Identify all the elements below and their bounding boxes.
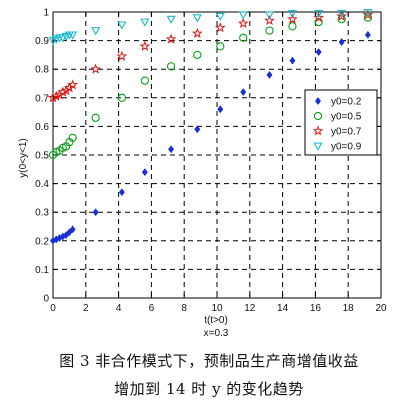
- legend-marker: [312, 125, 324, 136]
- data-point: [57, 86, 69, 97]
- data-point: [289, 56, 296, 65]
- data-point: [237, 17, 249, 28]
- data-point: [139, 40, 151, 51]
- x-tick-label: 20: [375, 303, 387, 314]
- data-point: [165, 33, 177, 44]
- data-point: [363, 13, 373, 22]
- legend-items: y0=0.2 y0=0.5 y0=0.7 y0=0.9: [312, 96, 362, 153]
- y-tick-label: 0.5: [35, 151, 49, 162]
- data-point: [288, 22, 297, 31]
- y-axis-label: y(0<y<1): [18, 138, 29, 177]
- data-point: [337, 14, 346, 24]
- data-point: [116, 50, 128, 61]
- y-tick-label: 0.7: [35, 93, 49, 104]
- series-y0-0-2: [49, 30, 371, 245]
- figure-caption-line-2: 增加到 14 时 y 的变化趋势: [114, 380, 304, 398]
- data-point: [215, 12, 225, 22]
- data-point: [140, 18, 150, 27]
- x-tick-label: 0: [50, 303, 56, 314]
- data-point: [337, 10, 347, 19]
- data-point: [166, 15, 176, 24]
- data-point: [363, 9, 373, 18]
- legend-label: y0=0.5: [331, 112, 362, 123]
- legend-label: y0=0.2: [331, 97, 362, 108]
- axes: [52, 11, 382, 299]
- legend-marker: [313, 142, 323, 151]
- y-tick-label: 0.1: [35, 265, 49, 276]
- data-point: [287, 10, 297, 19]
- legend-label: y0=0.7: [331, 127, 362, 138]
- data-point: [264, 14, 275, 26]
- data-point: [214, 22, 226, 33]
- x-tick-label: 18: [343, 303, 355, 314]
- x-tick-label: 8: [181, 303, 187, 314]
- data-point: [140, 76, 149, 85]
- data-point: [194, 125, 201, 134]
- data-point: [238, 11, 248, 20]
- data-point: [193, 50, 202, 60]
- data-point: [166, 62, 176, 71]
- data-point: [287, 13, 298, 24]
- figure-caption-line-1: 图 3 非合作模式下，预制品生产商增值收益: [59, 352, 359, 370]
- data-point: [313, 12, 325, 23]
- data-point: [117, 21, 127, 30]
- data-point: [338, 38, 345, 47]
- data-point: [90, 63, 101, 74]
- y-tick-label: 0.3: [35, 208, 49, 219]
- y-tick-label: 0.4: [35, 179, 49, 190]
- series-y0-0-9: [48, 9, 373, 46]
- data-point: [217, 105, 224, 114]
- data-point: [364, 30, 371, 39]
- data-point: [91, 113, 100, 122]
- data-points: [47, 9, 374, 245]
- x-axis-label: t(t>0): [204, 315, 228, 326]
- data-point: [240, 88, 247, 97]
- data-point: [117, 93, 127, 102]
- y-tick-label: 0: [43, 294, 49, 305]
- series-y0-0-5: [48, 13, 373, 160]
- x-tick-label: 4: [116, 303, 122, 314]
- data-point: [168, 145, 175, 154]
- series-y0-0-7: [47, 9, 374, 103]
- data-point: [264, 11, 275, 20]
- x-tick-label: 6: [149, 303, 155, 314]
- legend-marker: [313, 111, 323, 121]
- data-point: [191, 27, 203, 39]
- data-point: [69, 225, 76, 234]
- x-tick-label: 12: [244, 303, 256, 314]
- y-tick-label: 0.6: [35, 122, 49, 133]
- data-point: [239, 33, 248, 42]
- data-point: [315, 48, 322, 57]
- data-point: [141, 168, 148, 177]
- legend-label: y0=0.9: [331, 142, 362, 153]
- data-point: [91, 27, 101, 36]
- x-tick-label: 10: [211, 303, 223, 314]
- data-point: [92, 208, 99, 217]
- data-point: [216, 42, 225, 51]
- data-point: [67, 79, 79, 90]
- data-point: [68, 133, 77, 142]
- data-point: [68, 31, 78, 40]
- data-point: [266, 70, 273, 79]
- x-tick-label: 2: [83, 303, 89, 314]
- y-tick-label: 0.9: [35, 36, 49, 47]
- scatter-chart: 0 2 4 6 8 10 12 14 16 18 20 0 0.1 0.2 0.3 0.4 0.5 0.6 0.7…: [18, 8, 387, 340]
- x-axis-sublabel: x=0.3: [204, 328, 229, 339]
- data-point: [314, 10, 324, 19]
- data-point: [50, 90, 62, 101]
- x-tick-label: 16: [310, 303, 322, 314]
- y-tick-label: 0.2: [35, 236, 49, 247]
- data-point: [192, 14, 202, 23]
- data-point: [314, 17, 323, 27]
- legend-marker: [314, 96, 322, 106]
- data-point: [118, 188, 125, 197]
- x-tick-label: 14: [277, 303, 289, 314]
- y-tick-label: 0.8: [35, 65, 49, 76]
- y-tick-label: 1: [43, 8, 49, 19]
- y-tick-labels: 0 0.1 0.2 0.3 0.4 0.5 0.6 0.7 0.8 0.9 1: [35, 8, 49, 305]
- x-tick-labels: 0 2 4 6 8 10 12 14 16 18 20: [50, 303, 387, 314]
- legend: y0=0.2 y0=0.5 y0=0.7 y0=0.9: [304, 89, 378, 156]
- data-point: [47, 92, 59, 103]
- data-point: [265, 26, 274, 35]
